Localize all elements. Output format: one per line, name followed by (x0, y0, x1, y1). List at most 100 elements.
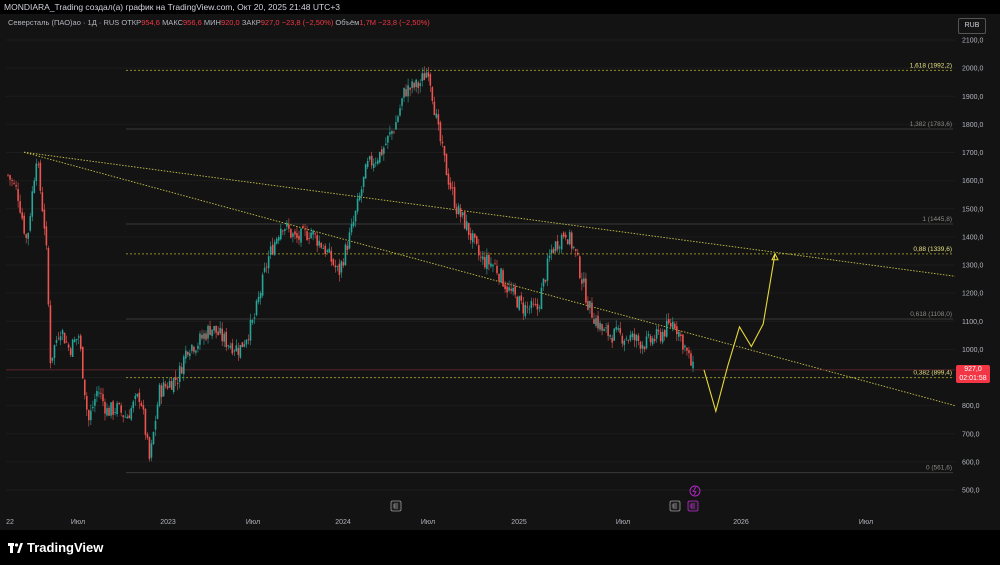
candle-body (57, 338, 60, 340)
trendlines[interactable] (6, 151, 956, 407)
candle-body (423, 73, 426, 81)
candle-body (326, 250, 329, 252)
candle-body (409, 87, 411, 90)
candle-body (286, 222, 288, 227)
candle-body (645, 336, 648, 349)
candle-body (445, 153, 448, 176)
candle-body (603, 329, 605, 331)
candle-body (47, 248, 50, 305)
candle-body (322, 248, 325, 250)
chart-area[interactable] (0, 14, 1000, 530)
candle-body (98, 392, 100, 394)
time-tick-label: 2024 (335, 519, 351, 526)
candle-body (7, 174, 9, 176)
candle-body (364, 164, 367, 179)
candle-body (199, 333, 201, 345)
candle-body (259, 292, 262, 299)
tradingview-logo[interactable]: TradingView (8, 540, 103, 555)
candle-body (469, 233, 472, 241)
candle-body (449, 182, 452, 189)
candle-body (431, 87, 434, 101)
price-tick-label: 1900,0 (962, 94, 984, 101)
candle-body (284, 229, 286, 231)
candle-body (605, 327, 607, 329)
candle-body (229, 345, 232, 348)
candle-body (90, 410, 92, 421)
candle-body (514, 286, 516, 295)
candle-body (77, 336, 80, 338)
candle-body (405, 89, 407, 97)
candle-body (120, 405, 122, 413)
price-tick-label: 600,0 (962, 459, 980, 466)
candle-body (362, 176, 365, 187)
candle-body (508, 287, 510, 291)
candle-body (312, 230, 314, 235)
price-axis[interactable]: 2100,0 2000,0 1900,0 1800,0 1700,0 1600,0 1500… (962, 38, 984, 495)
candle-body (180, 367, 183, 374)
candle-body (174, 377, 177, 381)
fib-label: 0,88 (1339,6) (913, 246, 952, 253)
candle-body (534, 304, 537, 305)
time-tick-label: 2023 (160, 519, 176, 526)
candle-body (518, 296, 521, 310)
candle-body (453, 186, 456, 208)
candle-body (243, 344, 246, 347)
candle-body (597, 315, 599, 329)
candle-body (271, 244, 274, 255)
candle-body (439, 122, 442, 142)
candle-body (65, 341, 68, 343)
candle-body (688, 350, 690, 353)
price-tick-label: 2100,0 (962, 38, 984, 45)
candle-body (19, 201, 21, 213)
candle-body (182, 356, 185, 375)
candle-body (488, 254, 490, 265)
event-markers[interactable] (390, 485, 701, 512)
candle-body (197, 345, 199, 349)
fib-label: 0,618 (1108,0) (910, 311, 952, 318)
candle-body (587, 301, 589, 310)
candle-body (27, 232, 30, 239)
candle-body (15, 185, 17, 187)
candle-body (385, 143, 387, 145)
candle-body (575, 249, 577, 251)
candle-body (581, 279, 583, 284)
candle-body (415, 79, 417, 88)
trendline-upper[interactable] (23, 151, 956, 277)
candle-body (619, 328, 622, 334)
candle-body (263, 267, 266, 272)
time-tick-label: 2025 (511, 519, 527, 526)
candle-body (187, 351, 189, 355)
candle-body (150, 443, 153, 458)
candle-body (239, 344, 242, 358)
candle-body (566, 239, 569, 245)
fib-label: 1,618 (1992,2) (910, 62, 952, 69)
fib-label: 0,382 (899,4) (913, 370, 952, 377)
candle-body (92, 406, 94, 409)
time-axis[interactable]: 22 Июл 2023 Июл 2024 Июл 2025 Июл 2026 Июл (6, 519, 873, 526)
candle-body (494, 263, 496, 265)
candle-body (591, 302, 593, 318)
candle-body (267, 256, 270, 269)
candle-body (257, 296, 260, 302)
dividend-marker[interactable] (689, 485, 701, 497)
candle-body (659, 331, 662, 342)
trendline-lower[interactable] (23, 151, 956, 407)
forecast-line[interactable] (703, 253, 776, 414)
candle-body (69, 348, 72, 355)
candle-body (55, 340, 58, 343)
candle-body (265, 266, 268, 268)
forecast-path[interactable] (703, 252, 779, 414)
candle-body (411, 81, 413, 88)
candle-body (330, 250, 333, 262)
candle-body (370, 155, 373, 166)
currency-button[interactable]: RUB (958, 18, 986, 34)
candle-body (193, 346, 195, 352)
candle-body (88, 410, 90, 421)
candle-body (102, 394, 104, 402)
candle-body (11, 180, 13, 181)
candle-body (528, 308, 531, 310)
candle-body (486, 255, 488, 269)
footer (0, 530, 1000, 565)
low-label: МИН (203, 18, 221, 27)
